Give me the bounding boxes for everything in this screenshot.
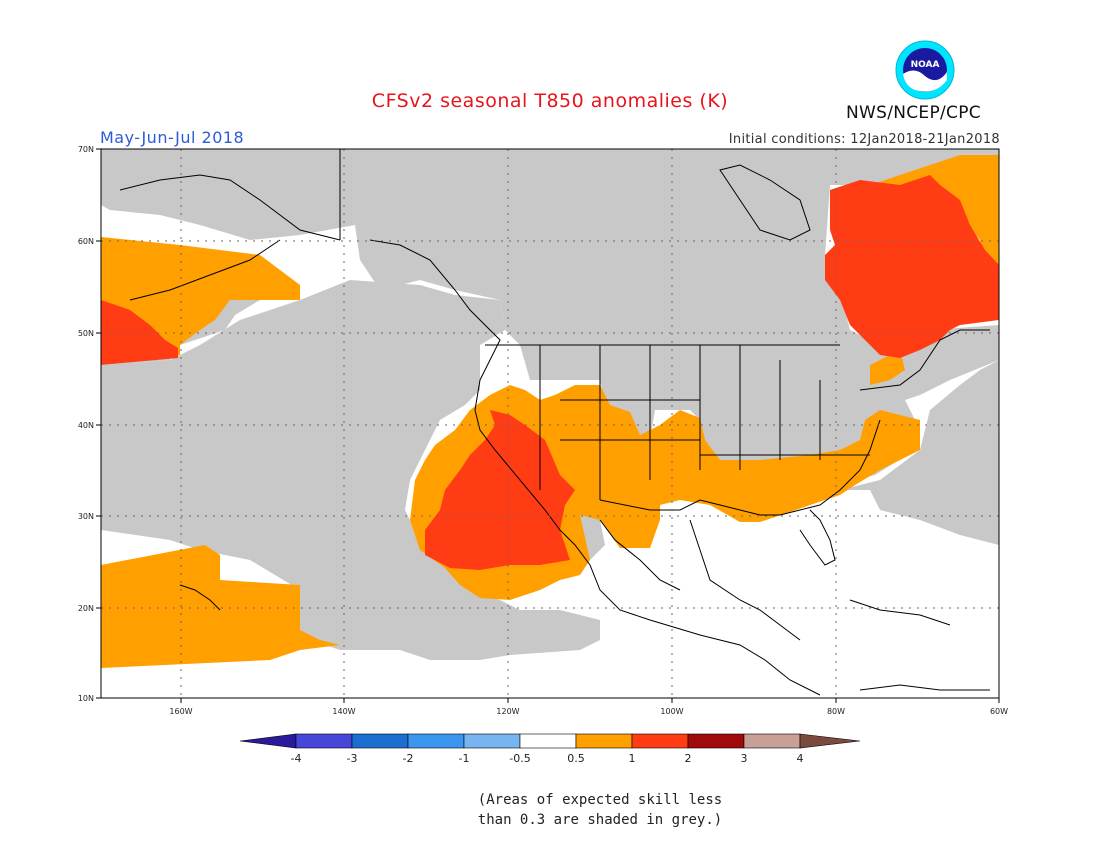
lon-label: 80W <box>827 707 845 716</box>
svg-text:NOAA: NOAA <box>911 60 940 70</box>
colorbar-swatch <box>239 733 297 749</box>
lat-label: 20N <box>78 604 94 613</box>
colorbar-swatch <box>351 733 409 749</box>
forecast-period: May-Jun-Jul 2018 <box>100 128 245 147</box>
axis-ticks <box>96 148 1000 703</box>
colorbar-swatch <box>799 733 861 749</box>
lat-label: 60N <box>78 237 94 246</box>
colorbar-swatch <box>463 733 521 749</box>
lon-label: 120W <box>496 707 519 716</box>
colorbar-label: -1 <box>459 752 470 765</box>
colorbar-label: 1 <box>629 752 636 765</box>
skill-note-line2: than 0.3 are shaded in grey.) <box>477 812 723 828</box>
lon-label: 140W <box>332 707 355 716</box>
anomaly-1-2-shading <box>101 175 999 570</box>
lat-label: 70N <box>78 145 94 154</box>
skill-note-line1: (Areas of expected skill less <box>477 792 723 808</box>
colorbar-swatch <box>687 733 745 749</box>
colorbar-label: -3 <box>347 752 358 765</box>
latitude-labels: 10N 20N 30N 40N 50N 60N 70N <box>78 145 94 703</box>
colorbar-label: -2 <box>403 752 414 765</box>
lon-label: 60W <box>990 707 1008 716</box>
chart-title: CFSv2 seasonal T850 anomalies (K) <box>371 90 729 112</box>
lat-label: 30N <box>78 512 94 521</box>
lat-label: 10N <box>78 694 94 703</box>
colorbar-swatch <box>407 733 465 749</box>
graticule <box>101 149 999 698</box>
noaa-logo-icon: NOAA <box>895 40 955 100</box>
colorbar-label: 4 <box>797 752 804 765</box>
colorbar-swatch <box>631 733 689 749</box>
colorbar-label: 3 <box>741 752 748 765</box>
colorbar-swatch <box>519 733 577 749</box>
colorbar-swatch <box>575 733 633 749</box>
lon-label: 100W <box>660 707 683 716</box>
lat-label: 40N <box>78 421 94 430</box>
longitude-labels: 160W 140W 120W 100W 80W 60W <box>169 707 1008 716</box>
colorbar-swatch <box>743 733 801 749</box>
colorbar-swatch <box>295 733 353 749</box>
lat-label: 50N <box>78 329 94 338</box>
colorbar-label: 2 <box>685 752 692 765</box>
agency-label: NWS/NCEP/CPC <box>846 103 981 123</box>
lon-label: 160W <box>169 707 192 716</box>
initial-conditions: Initial conditions: 12Jan2018-21Jan2018 <box>728 132 1000 147</box>
colorbar-label: -4 <box>291 752 302 765</box>
colorbar-label: -0.5 <box>509 752 530 765</box>
coastlines <box>119 149 990 696</box>
colorbar-label: 0.5 <box>567 752 585 765</box>
map-frame <box>100 148 1000 699</box>
